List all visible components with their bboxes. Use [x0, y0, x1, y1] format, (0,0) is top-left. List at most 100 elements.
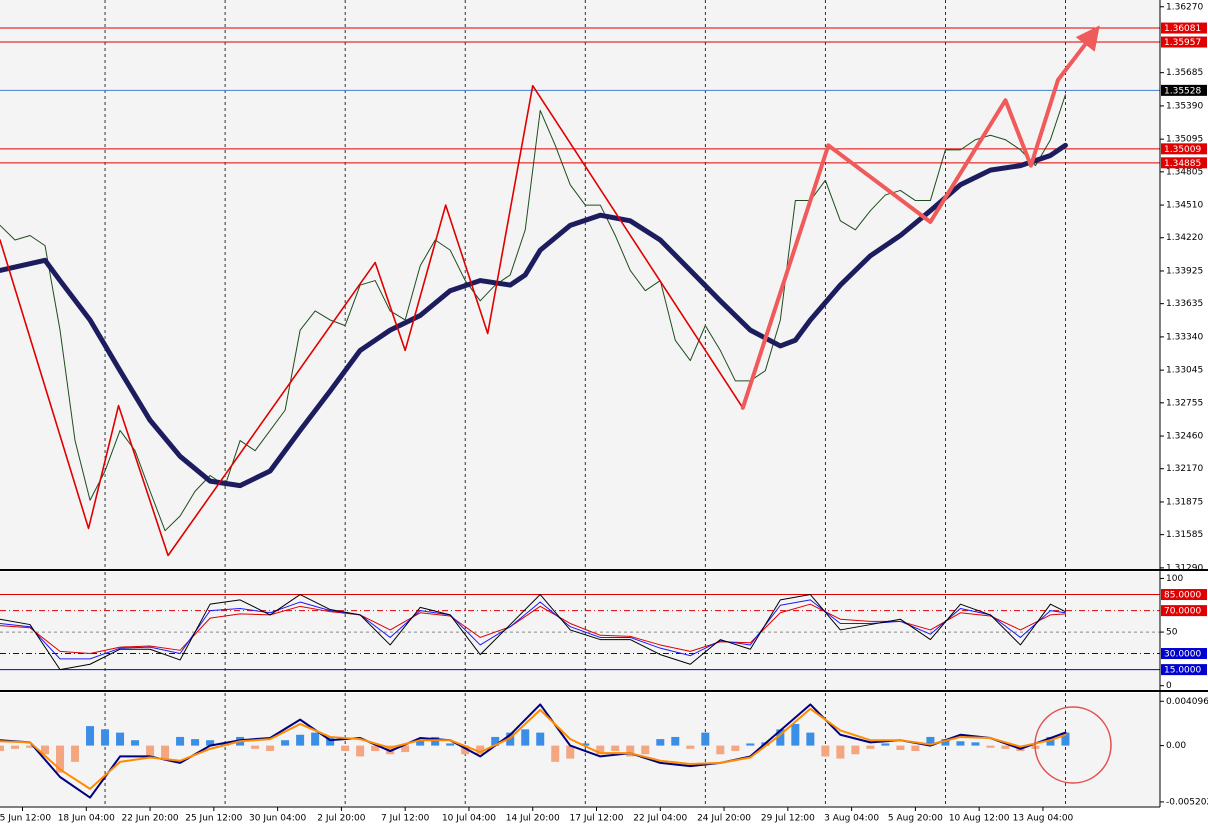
histogram-bar	[296, 734, 305, 746]
histogram-bar	[131, 740, 140, 746]
y-tick-label: 1.35095	[1166, 135, 1203, 145]
y-tick-label: 1.31875	[1166, 497, 1203, 507]
level-label: 70.0000	[1164, 607, 1201, 617]
level-label-box	[1161, 648, 1207, 660]
x-tick-label: 13 Aug 04:00	[1013, 814, 1074, 824]
histogram-bar	[341, 745, 350, 752]
histogram-bar	[716, 745, 725, 755]
histogram-bar	[896, 745, 905, 750]
histogram-bar	[116, 732, 125, 746]
histogram-bar	[521, 729, 530, 746]
y-tick-label: -0.005202	[1166, 797, 1208, 807]
x-tick-label: 22 Jul 04:00	[633, 814, 687, 824]
level-label: 30.0000	[1164, 650, 1201, 660]
histogram-bar	[26, 745, 35, 748]
panel-layer	[0, 0, 1160, 569]
histogram-bar	[311, 732, 320, 746]
y-tick-label: 0.0040965	[1166, 697, 1208, 707]
histogram-bar	[941, 739, 950, 746]
level-label: 1.35957	[1164, 38, 1201, 48]
histogram-bar	[911, 745, 920, 752]
axis-layer: 100 50 0 85.0000 70.0000 30.0000 15.0000	[1160, 574, 1207, 691]
y-tick-label: 1.33635	[1166, 299, 1203, 309]
x-tick-label: 22 Jun 20:00	[121, 814, 178, 824]
x-tick-label: 24 Jul 20:00	[697, 814, 751, 824]
level-label-box	[1161, 36, 1207, 48]
y-tick-label: 1.35685	[1166, 68, 1203, 78]
histogram-bar	[641, 745, 650, 755]
level-label: 15.0000	[1164, 666, 1201, 676]
histogram-bar	[776, 729, 785, 746]
y-tick-label: 100	[1166, 574, 1183, 584]
histogram-bar	[581, 743, 590, 746]
level-label: 1.36081	[1164, 24, 1201, 34]
histogram-bar	[731, 745, 740, 752]
histogram-bar	[626, 745, 635, 757]
histogram-bar	[851, 745, 860, 755]
histogram-bar	[1061, 732, 1070, 746]
y-tick-label: 1.35390	[1166, 101, 1203, 111]
level-label: 85.0000	[1164, 591, 1201, 601]
histogram-bar	[746, 743, 755, 746]
level-label: 1.35528	[1164, 86, 1201, 96]
histogram-bar	[446, 743, 455, 746]
x-tick-label: 29 Jul 12:00	[761, 814, 815, 824]
y-tick-label: 1.34510	[1166, 201, 1203, 211]
x-tick-label: 10 Jul 04:00	[442, 814, 496, 824]
histogram-bar	[56, 745, 65, 773]
histogram-bar	[881, 743, 890, 746]
histogram-bar	[701, 732, 710, 746]
histogram-bar	[146, 745, 155, 757]
histogram-bar	[611, 745, 620, 752]
blue-line	[0, 599, 1066, 660]
histogram-bar	[41, 745, 50, 755]
histogram-bar	[101, 729, 110, 746]
highlight-circle	[1034, 706, 1112, 784]
level-label-box	[1161, 84, 1207, 96]
y-tick-label: 50	[1166, 628, 1178, 638]
y-tick-label: 1.34220	[1166, 233, 1203, 243]
histogram-bar	[416, 740, 425, 746]
histogram-bar	[791, 723, 800, 746]
y-tick-label: 0	[1166, 681, 1172, 691]
histogram-bar	[401, 745, 410, 753]
level-label-box	[1161, 157, 1207, 169]
level-label-box	[1161, 143, 1207, 155]
histogram-bar	[551, 745, 560, 762]
x-tick-label: 5 Aug 20:00	[888, 814, 943, 824]
x-tick-label: 3 Aug 04:00	[824, 814, 879, 824]
zigzag-line	[0, 84, 744, 557]
histogram-bar	[251, 745, 260, 749]
histogram-bar	[11, 745, 20, 749]
signal-line	[0, 707, 1067, 790]
y-tick-label: 1.31585	[1166, 530, 1203, 540]
main-panel	[0, 0, 1160, 569]
panel-layer	[0, 572, 1160, 690]
histogram-bar	[836, 745, 845, 759]
histogram-bar	[356, 745, 365, 757]
x-tick-label: 18 Jun 04:00	[58, 814, 115, 824]
level-label-box	[1161, 22, 1207, 34]
histogram-bar	[476, 745, 485, 755]
histogram-bar	[191, 739, 200, 746]
price-line	[0, 94, 1066, 532]
histogram-bar	[266, 745, 275, 752]
level-label: 1.34885	[1164, 159, 1201, 169]
histogram-bar	[1046, 736, 1055, 746]
histogram-bar	[176, 736, 185, 746]
histogram-bar	[371, 745, 380, 752]
histogram-bar	[491, 736, 500, 746]
y-tick-label: 0.00	[1166, 741, 1186, 751]
y-tick-label: 1.33340	[1166, 332, 1203, 342]
axis-layer: 1.36270 1.35685 1.35390 1.35095 1.34805 1.345…	[1160, 2, 1207, 573]
level-label-box	[1161, 589, 1207, 601]
histogram-bar	[821, 745, 830, 757]
black-line	[0, 594, 1066, 671]
level-label: 1.35009	[1164, 145, 1201, 155]
x-tick-label: 10 Aug 12:00	[949, 814, 1010, 824]
y-tick-label: 1.32460	[1166, 432, 1203, 442]
y-tick-label: 1.32170	[1166, 464, 1203, 474]
histogram-bar	[656, 739, 665, 746]
